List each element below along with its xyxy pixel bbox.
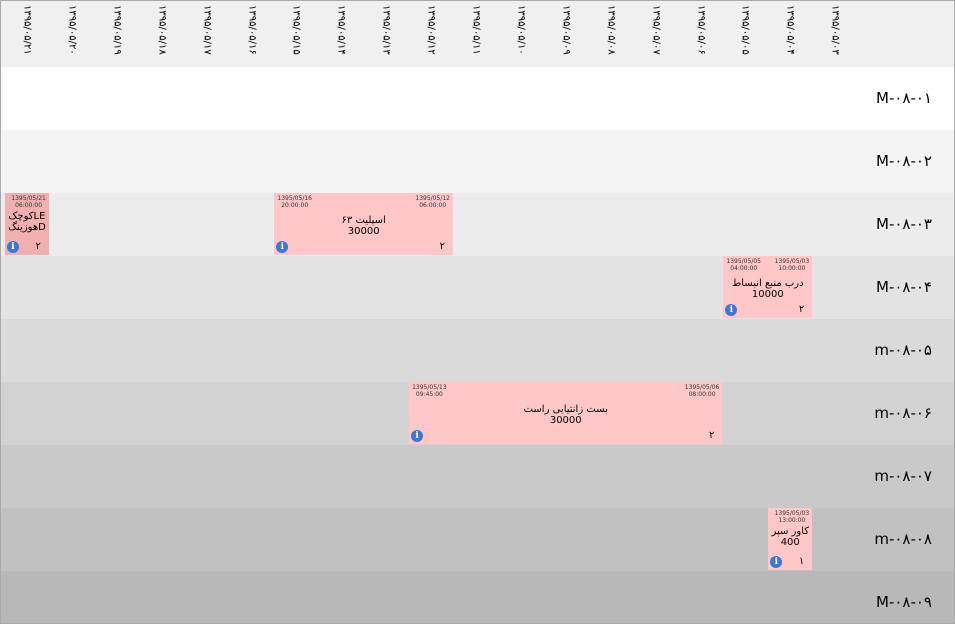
- date-label: ۱۳۹۵/۰۵/۱۵: [290, 5, 302, 55]
- row-label: M-۰۸-۰۲: [876, 152, 932, 170]
- row-label: M-۰۸-۰۴: [876, 278, 932, 296]
- task-start-date: 1395/05/03 13:00:00: [774, 510, 810, 524]
- row-label: m-۰۸-۰۸: [874, 530, 932, 548]
- task-quantity: ۲: [439, 241, 445, 252]
- date-column-header: ۱۳۹۵/۰۵/۲۰: [50, 1, 94, 67]
- task-title: کوچکLE هوزینگD: [8, 211, 46, 233]
- task-quantity: ۲: [35, 241, 41, 252]
- date-label: ۱۳۹۵/۰۵/۱۴: [335, 5, 347, 55]
- date-label: ۱۳۹۵/۰۵/۱۰: [515, 5, 527, 55]
- date-column-header: ۱۳۹۵/۰۵/۱۶: [230, 1, 274, 67]
- date-column-header: ۱۳۹۵/۰۵/۱۷: [185, 1, 229, 67]
- resource-row: m-۰۸-۰۵: [1, 319, 954, 382]
- date-column-header: ۱۳۹۵/۰۵/۱۲: [409, 1, 453, 67]
- task-start-date: 1395/05/21 06:00:00: [11, 195, 46, 209]
- task-end-date: 1395/05/05 04:00:00: [726, 258, 761, 272]
- task-start-date: 1395/05/12 06:00:00: [415, 195, 450, 209]
- date-column-header: ۱۳۹۵/۰۵/۰۹: [544, 1, 588, 67]
- info-icon[interactable]: i: [725, 304, 738, 316]
- date-column-header: ۱۳۹۵/۰۵/۱۰: [499, 1, 543, 67]
- date-column-header: ۱۳۹۵/۰۵/۱۵: [274, 1, 318, 67]
- task-end-date: 1395/05/13 09:45:00: [412, 384, 447, 398]
- date-column-header: ۱۳۹۵/۰۵/۰۸: [589, 1, 633, 67]
- date-label: ۱۳۹۵/۰۵/۰۷: [650, 5, 662, 55]
- task-bar[interactable]: 1395/05/12 06:00:00 1395/05/16 20:00:00 اس…: [274, 193, 453, 255]
- info-icon[interactable]: i: [770, 556, 783, 568]
- task-bar[interactable]: 1395/05/03 13:00:00 کاور سپر 400 ۱ i: [768, 508, 813, 570]
- date-label: ۱۳۹۵/۰۵/۱۳: [380, 5, 392, 55]
- task-start-date: 1395/05/06 08:00:00: [684, 384, 720, 398]
- date-label: ۱۳۹۵/۰۵/۲۰: [66, 5, 78, 55]
- date-label: ۱۳۹۵/۰۵/۰۴: [784, 5, 796, 55]
- task-bar[interactable]: 1395/05/06 08:00:00 1395/05/13 09:45:00 بس…: [409, 382, 723, 444]
- date-column-header: ۱۳۹۵/۰۵/۱۴: [319, 1, 363, 67]
- date-label: ۱۳۹۵/۰۵/۱۹: [111, 5, 123, 55]
- task-quantity: ۱: [798, 556, 805, 567]
- date-column-header: ۱۳۹۵/۰۵/۱۳: [364, 1, 408, 67]
- date-label: ۱۳۹۵/۰۵/۰۸: [605, 5, 617, 55]
- date-column-header: ۱۳۹۵/۰۵/۱۱: [454, 1, 498, 67]
- task-quantity: ۲: [709, 430, 715, 441]
- row-label: m-۰۸-۰۵: [874, 341, 932, 359]
- date-column-header: ۱۳۹۵/۰۵/۰۵: [723, 1, 767, 67]
- date-column-header: ۱۳۹۵/۰۵/۱۸: [140, 1, 184, 67]
- date-column-header: ۱۳۹۵/۰۵/۰۶: [679, 1, 723, 67]
- resource-row: m-۰۸-۰۷: [1, 445, 954, 508]
- task-title: بست زانتیایی راست 30000: [523, 404, 608, 426]
- date-label: ۱۳۹۵/۰۵/۱۶: [246, 5, 257, 55]
- task-title: اسپلیت ۶۳ 30000: [341, 215, 386, 237]
- resource-row: M-۰۸-۰۲: [1, 130, 954, 193]
- date-column-header: ۱۳۹۵/۰۵/۰۴: [768, 1, 812, 67]
- info-icon[interactable]: i: [276, 241, 289, 253]
- date-label: ۱۳۹۵/۰۵/۲۱: [21, 5, 33, 55]
- resource-row: M-۰۸-۰۳: [1, 193, 954, 256]
- task-end-date: 1395/05/16 20:00:00: [277, 195, 312, 209]
- date-label: ۱۳۹۵/۰۵/۰۶: [695, 5, 706, 55]
- date-column-header: ۱۳۹۵/۰۵/۱۹: [95, 1, 139, 67]
- date-label: ۱۳۹۵/۰۵/۰۵: [739, 5, 751, 55]
- row-label: M-۰۸-۰۳: [876, 215, 932, 233]
- date-label: ۱۳۹۵/۰۵/۱۸: [156, 5, 168, 55]
- date-column-header: ۱۳۹۵/۰۵/۰۳: [813, 1, 857, 67]
- date-label: ۱۳۹۵/۰۵/۱۷: [201, 5, 213, 55]
- task-start-date: 1395/05/03 10:00:00: [774, 258, 810, 272]
- resource-row: M-۰۸-۰۱: [1, 67, 954, 130]
- date-label: ۱۳۹۵/۰۵/۰۹: [560, 5, 572, 55]
- row-label: m-۰۸-۰۶: [874, 404, 932, 422]
- date-label: ۱۳۹۵/۰۵/۰۳: [829, 5, 841, 55]
- task-quantity: ۲: [798, 304, 805, 315]
- row-label: M-۰۸-۰۱: [876, 89, 932, 107]
- info-icon[interactable]: i: [7, 241, 19, 253]
- row-label: m-۰۸-۰۷: [874, 467, 932, 485]
- date-label: ۱۳۹۵/۰۵/۱۱: [470, 5, 482, 55]
- task-title: درب منبع انبساط 10000: [732, 278, 804, 300]
- date-header: ۱۳۹۵/۰۵/۲۱ ۱۳۹۵/۰۵/۲۰ ۱۳۹۵/۰۵/۱۹ ۱۳۹۵/۰۵/۱۸…: [1, 1, 954, 68]
- info-icon[interactable]: i: [411, 430, 424, 442]
- date-label: ۱۳۹۵/۰۵/۱۲: [425, 5, 437, 55]
- task-title: کاور سپر 400: [771, 526, 810, 548]
- task-bar[interactable]: 1395/05/03 10:00:00 1395/05/05 04:00:00 در…: [723, 256, 813, 318]
- row-label: M-۰۸-۰۹: [876, 593, 932, 611]
- date-column-header: ۱۳۹۵/۰۵/۲۱: [5, 1, 49, 67]
- resource-row: M-۰۸-۰۹: [1, 571, 954, 623]
- date-column-header: ۱۳۹۵/۰۵/۰۷: [634, 1, 678, 67]
- task-bar[interactable]: 1395/05/21 06:00:00 کوچکLE هوزینگD ۲ i: [5, 193, 49, 255]
